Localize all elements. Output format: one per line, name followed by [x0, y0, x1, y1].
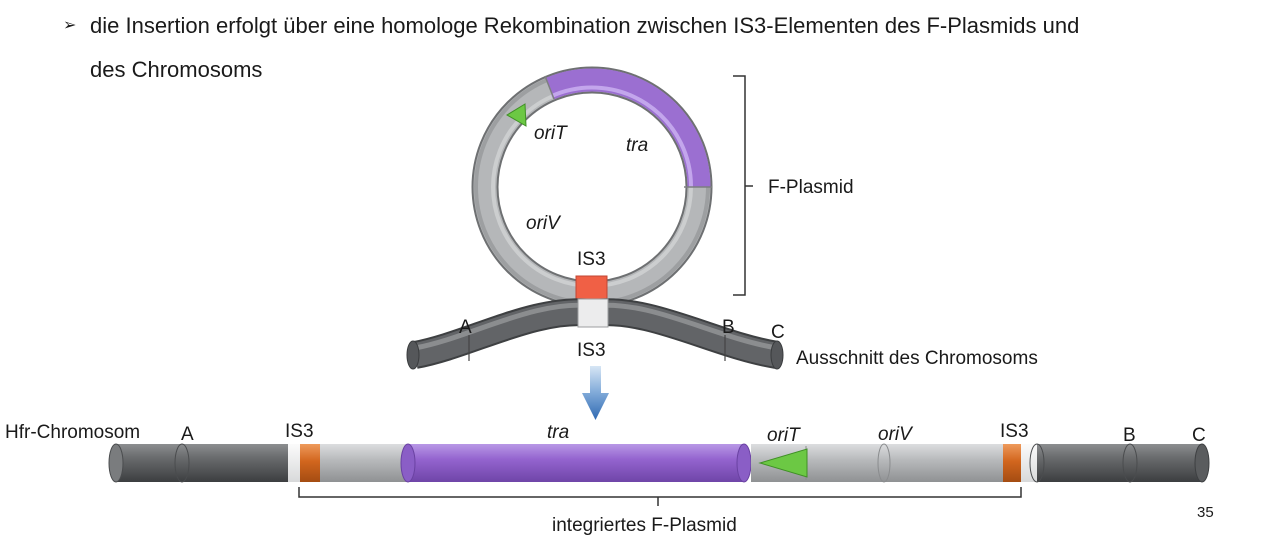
hfr-is3-right-label: IS3 — [1000, 421, 1029, 442]
hfr-oriT-arrow-icon — [758, 448, 808, 478]
is3-plasmid-segment — [575, 275, 608, 301]
chromosome-B-label: B — [722, 317, 735, 338]
segment-separators — [544, 75, 712, 188]
hfr-A-label: A — [181, 424, 194, 445]
integrated-plasmid-bracket — [298, 487, 1022, 506]
hfr-oriV-label: oriV — [878, 424, 914, 445]
is3-chromosome-segment — [577, 298, 609, 328]
bullet-arrow-icon: ➢ — [63, 17, 77, 34]
bullet-text-line-1: die Insertion erfolgt über eine homologe… — [90, 13, 1080, 38]
hfr-tra-label: tra — [547, 422, 569, 443]
oriT-arrow-icon — [506, 103, 527, 127]
tra-region — [545, 68, 711, 188]
down-arrow-icon — [582, 366, 609, 420]
f-plasmid-bracket-label: F-Plasmid — [768, 177, 854, 198]
plasmid-oriV-label: oriV — [526, 213, 562, 234]
hfr-oriT-label: oriT — [767, 425, 801, 446]
plasmid-oriT-label: oriT — [534, 123, 568, 144]
chromosome-caption: Ausschnitt des Chromosoms — [796, 348, 1038, 369]
hfr-chromosome-bar — [108, 443, 1210, 483]
chromosome-is3-label: IS3 — [577, 340, 606, 361]
chromosome-A-label: A — [459, 317, 472, 338]
f-plasmid-bracket — [733, 75, 753, 296]
hfr-C-label: C — [1192, 425, 1206, 446]
plasmid-tra-label: tra — [626, 135, 648, 156]
hfr-is3-left-label: IS3 — [285, 421, 314, 442]
chromosome-C-label: C — [771, 322, 785, 343]
plasmid-is3-label: IS3 — [577, 249, 606, 270]
hfr-title: Hfr-Chromosom — [5, 422, 140, 443]
hfr-B-label: B — [1123, 425, 1136, 446]
integrated-plasmid-label: integriertes F-Plasmid — [552, 515, 737, 536]
tra-highlight — [550, 85, 694, 188]
page-number: 35 — [1197, 504, 1214, 521]
bullet-text-line-2: des Chromosoms — [90, 57, 263, 82]
